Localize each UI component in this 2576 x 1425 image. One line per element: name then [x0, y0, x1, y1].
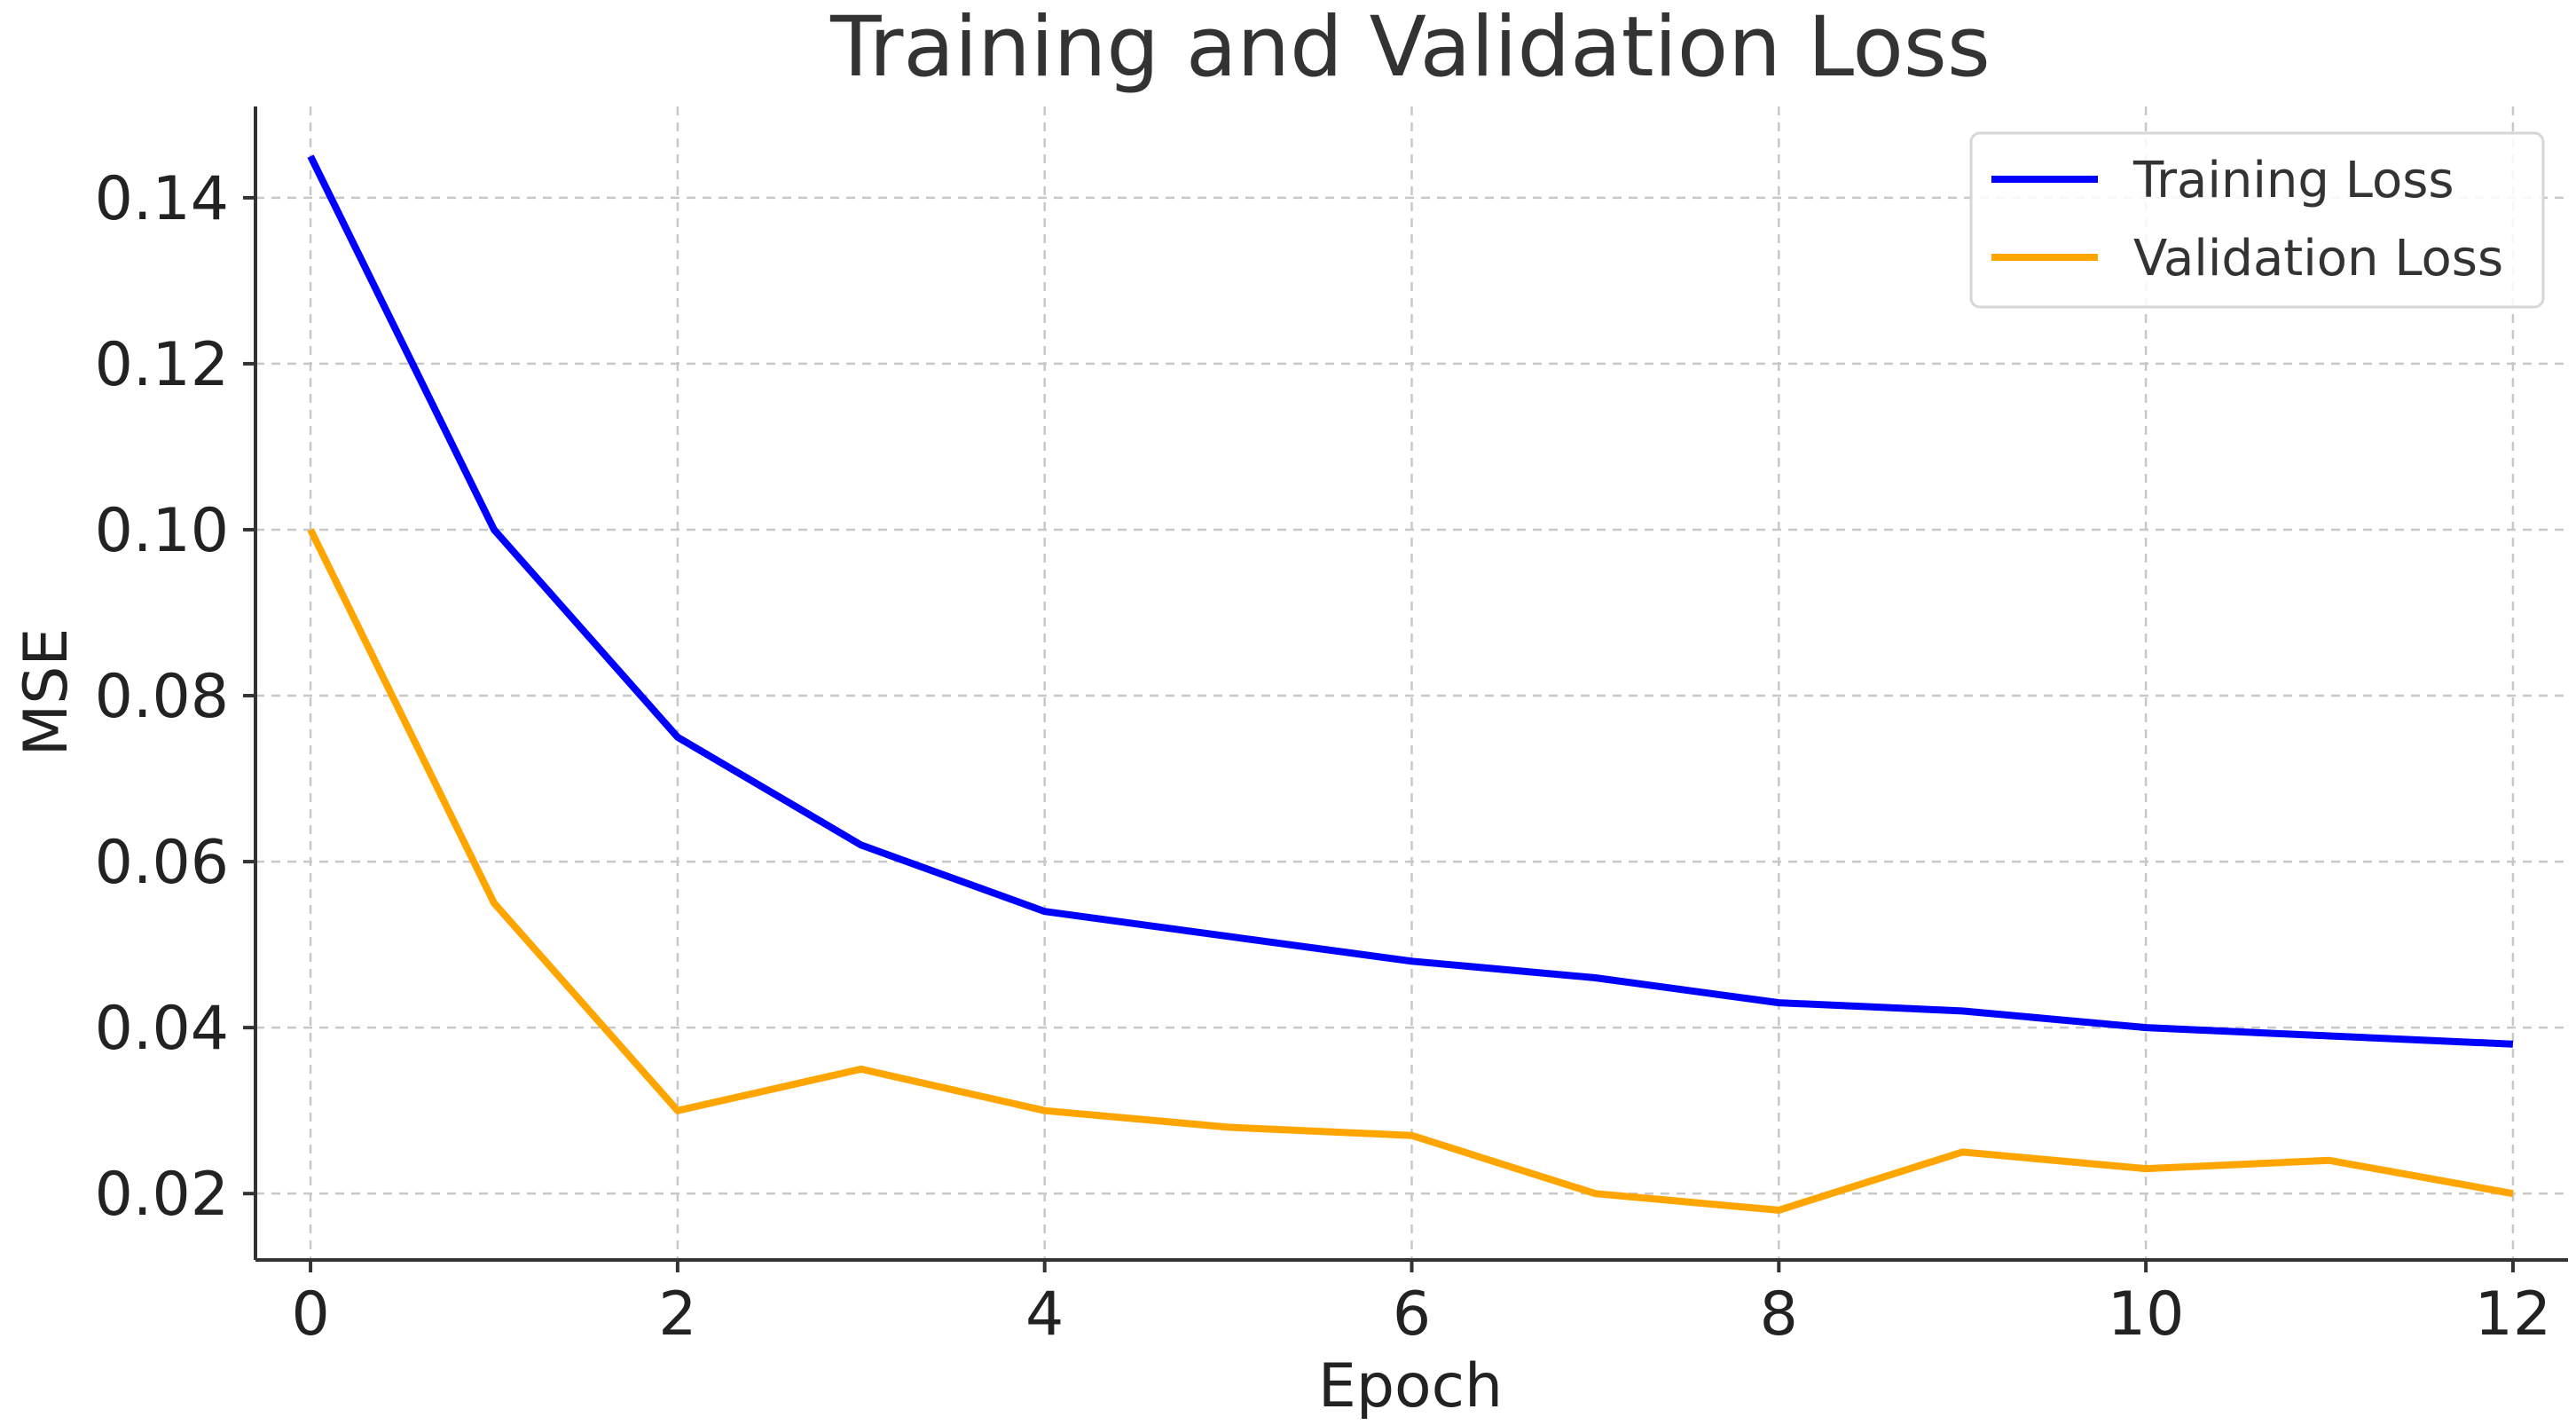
y-tick-label: 0.10: [95, 496, 229, 566]
y-axis-label: MSE: [12, 628, 82, 757]
y-tick-label: 0.12: [95, 330, 229, 400]
series-line-training-loss: [307, 154, 2514, 1048]
legend-label-training-loss: Training Loss: [2132, 152, 2454, 209]
x-tick-label: 4: [1025, 1279, 1064, 1350]
legend-label-validation-loss: Validation Loss: [2133, 230, 2503, 287]
series-line-validation-loss: [307, 528, 2514, 1214]
x-tick-label: 6: [1393, 1279, 1431, 1350]
y-tick-label: 0.04: [95, 994, 229, 1064]
x-tick-label: 10: [2108, 1279, 2185, 1350]
y-tick-label: 0.06: [95, 828, 229, 898]
x-tick-label: 2: [658, 1279, 696, 1350]
legend-frame: [1969, 131, 2545, 309]
legend: Training Loss Validation Loss: [1969, 131, 2545, 309]
x-tick-label: 0: [291, 1279, 329, 1350]
x-axis-label: Epoch: [1318, 1351, 1503, 1421]
y-ticks: 0.02 0.04 0.06 0.08 0.10 0.12 0.14: [95, 164, 255, 1230]
x-tick-label: 8: [1760, 1279, 1798, 1350]
chart-title: Training and Validation Loss: [829, 0, 1991, 96]
y-tick-label: 0.02: [95, 1160, 229, 1230]
y-tick-label: 0.14: [95, 164, 229, 234]
x-tick-label: 12: [2475, 1279, 2552, 1350]
y-tick-label: 0.08: [95, 662, 229, 732]
x-ticks: 0 2 4 6 8 10 12: [291, 1260, 2551, 1350]
series-layer: [307, 154, 2514, 1214]
